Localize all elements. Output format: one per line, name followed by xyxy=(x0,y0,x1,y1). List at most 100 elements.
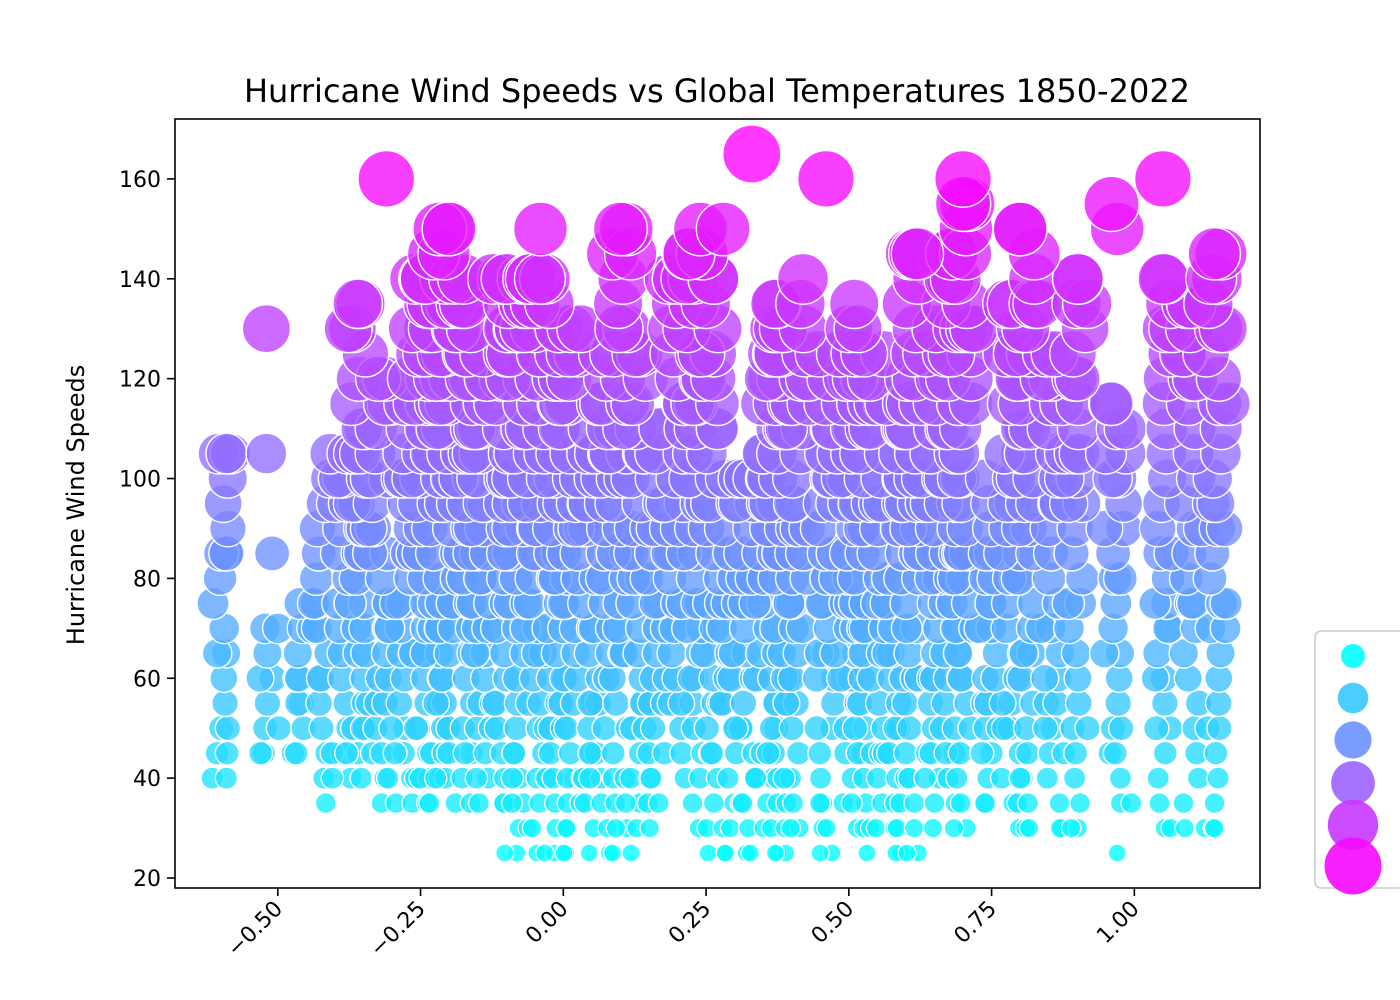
data-point xyxy=(1032,714,1059,742)
data-point xyxy=(934,149,993,208)
data-point xyxy=(253,689,282,718)
data-point xyxy=(1174,817,1196,839)
data-point xyxy=(896,714,923,742)
data-point xyxy=(973,791,997,815)
data-point xyxy=(592,201,648,257)
data-point xyxy=(1203,817,1225,839)
data-point xyxy=(949,791,972,815)
data-point xyxy=(702,791,725,815)
legend-marker xyxy=(1327,799,1379,851)
x-tick-label: −0.25 xyxy=(365,897,430,962)
x-axis: −0.50 −0.25 0.00 0.25 0.50 0.75 1.00 xyxy=(223,888,1145,962)
data-point xyxy=(667,689,696,718)
data-point xyxy=(1014,740,1041,766)
data-point xyxy=(205,432,248,475)
y-tick-label: 140 xyxy=(119,268,161,293)
data-point xyxy=(605,817,627,839)
data-point xyxy=(265,714,293,742)
data-point xyxy=(840,791,863,815)
data-point xyxy=(211,689,240,718)
data-point xyxy=(890,226,945,281)
data-point xyxy=(1074,714,1101,742)
data-point xyxy=(810,843,830,863)
data-point xyxy=(819,689,848,718)
data-point xyxy=(903,817,925,839)
data-point xyxy=(857,843,877,863)
data-point xyxy=(740,843,760,863)
data-point xyxy=(1068,791,1092,815)
legend-marker xyxy=(1341,644,1365,668)
data-point xyxy=(521,817,543,839)
data-point xyxy=(1137,252,1190,305)
data-point xyxy=(698,843,718,863)
data-point xyxy=(776,252,830,305)
plot-frame xyxy=(174,118,1261,889)
data-point xyxy=(382,740,408,766)
data-point xyxy=(639,817,661,839)
data-point xyxy=(903,791,926,815)
legend-marker xyxy=(1331,761,1375,805)
data-point xyxy=(1107,843,1127,863)
data-point xyxy=(314,791,337,815)
data-point xyxy=(647,791,670,815)
data-point xyxy=(602,843,623,863)
data-point xyxy=(693,714,721,742)
y-tick-label: 160 xyxy=(119,168,161,193)
data-point xyxy=(1142,714,1170,742)
data-point xyxy=(1133,149,1192,208)
data-point xyxy=(1051,252,1104,305)
data-point xyxy=(402,714,430,742)
data-point xyxy=(245,432,288,475)
data-point xyxy=(1048,791,1071,815)
legend-marker xyxy=(1334,721,1372,759)
data-point xyxy=(797,149,856,208)
data-point xyxy=(639,714,667,742)
data-point xyxy=(248,740,274,766)
x-tick-label: −0.50 xyxy=(223,897,288,962)
data-point xyxy=(772,689,801,718)
data-point xyxy=(1063,740,1089,766)
data-point xyxy=(513,252,566,305)
data-point xyxy=(913,766,937,790)
data-point xyxy=(781,791,805,815)
data-point xyxy=(553,714,580,742)
data-point xyxy=(423,766,448,790)
x-tick-label: 1.00 xyxy=(1092,897,1144,949)
data-point xyxy=(614,791,637,815)
data-point xyxy=(334,740,360,766)
x-tick-label: 0.50 xyxy=(807,897,859,949)
data-point xyxy=(992,201,1048,257)
y-tick-label: 40 xyxy=(133,767,161,792)
data-point xyxy=(886,817,908,839)
data-point xyxy=(807,740,833,766)
data-point xyxy=(501,740,527,766)
data-point xyxy=(621,843,641,863)
data-point xyxy=(1150,689,1179,718)
data-point xyxy=(554,843,574,863)
data-point xyxy=(828,278,880,330)
data-point xyxy=(576,689,605,718)
data-point xyxy=(865,817,887,839)
data-point xyxy=(1186,766,1211,790)
y-tick-label: 120 xyxy=(119,368,161,393)
data-point xyxy=(283,740,309,766)
data-point xyxy=(765,843,786,863)
data-point xyxy=(892,740,919,766)
data-point xyxy=(681,791,704,815)
y-axis: 20 40 60 80 100 120 140 160 xyxy=(119,168,175,892)
data-point xyxy=(772,766,797,790)
data-point xyxy=(577,740,603,766)
data-point xyxy=(1108,766,1133,790)
data-point xyxy=(534,843,555,863)
data-point xyxy=(816,817,837,839)
data-point xyxy=(1148,791,1171,815)
data-point xyxy=(729,689,758,718)
data-point xyxy=(722,714,749,742)
data-point xyxy=(1173,663,1204,693)
data-point xyxy=(1104,689,1133,718)
data-point xyxy=(214,740,240,766)
data-point xyxy=(803,714,830,742)
data-point xyxy=(253,535,291,572)
data-point xyxy=(241,304,292,354)
